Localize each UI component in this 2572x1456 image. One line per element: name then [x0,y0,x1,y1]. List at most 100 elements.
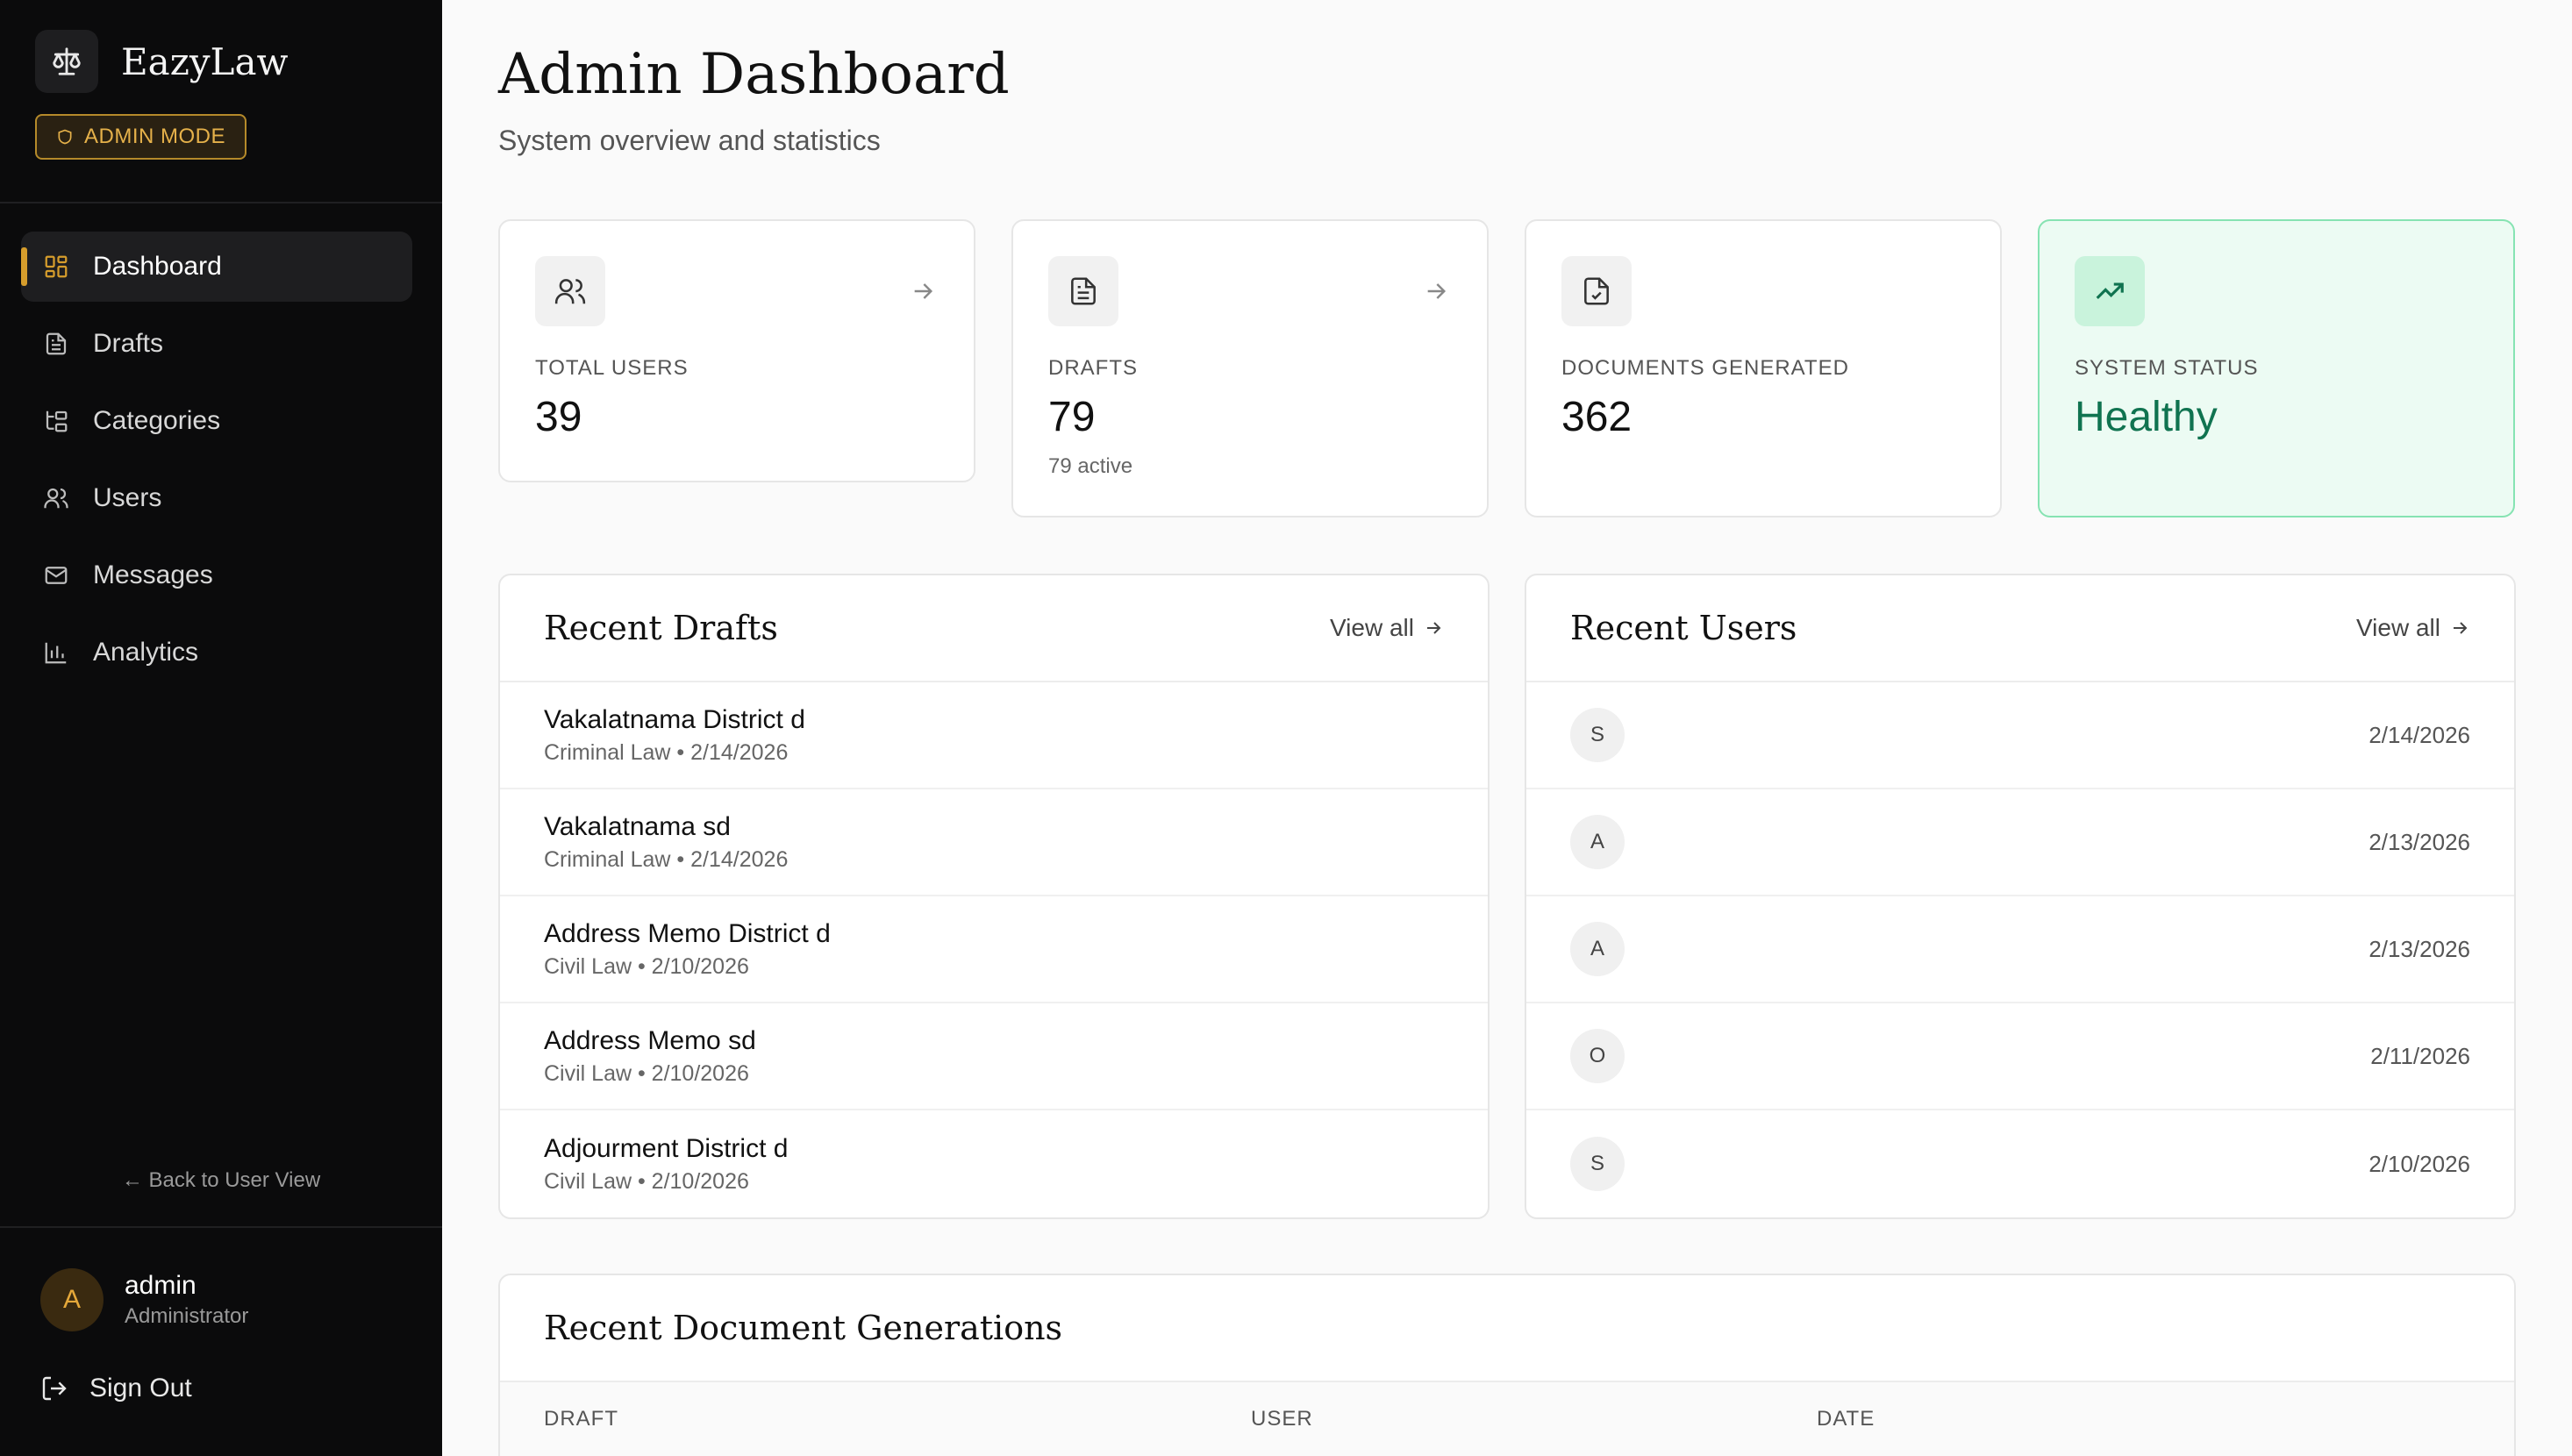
column-header-date: DATE [1817,1407,1875,1431]
user-info-redacted [1644,1053,2370,1059]
user-profile[interactable]: A admin Administrator [40,1268,248,1331]
recent-drafts-panel: Recent Drafts View all Vakalatnama Distr… [498,574,1490,1219]
stat-value: Healthy [2075,394,2218,440]
stat-subtext: 79 active [1048,454,1133,478]
user-info-redacted [1644,839,2368,845]
stat-label: SYSTEM STATUS [2075,356,2259,380]
user-date: 2/13/2026 [2368,828,2470,855]
draft-meta: Civil Law • 2/10/2026 [544,1168,749,1194]
column-header-user: USER [1251,1407,1313,1431]
draft-meta: Civil Law • 2/10/2026 [544,1060,749,1086]
logout-icon [40,1374,68,1402]
bar-chart-icon [42,639,70,667]
draft-title: Vakalatnama District d [544,704,805,734]
stat-card-documents-generated: DOCUMENTS GENERATED 362 [1525,219,2002,517]
document-icon [1048,256,1118,326]
page-subtitle: System overview and statistics [498,125,881,156]
view-all-label: View all [2356,614,2440,641]
sidebar-divider [0,202,442,203]
main-content: Admin Dashboard System overview and stat… [442,0,2572,1456]
avatar: S [1570,1137,1625,1191]
panel-title: Recent Users [1570,609,1797,647]
sidebar-item-drafts[interactable]: Drafts [21,309,412,379]
brand[interactable]: EazyLaw [35,30,288,93]
user-info-redacted [1644,946,2368,952]
list-item[interactable]: O 2/11/2026 [1526,1003,2514,1110]
stat-label: DRAFTS [1048,356,1138,380]
mail-icon [42,561,70,589]
list-item[interactable]: Vakalatnama District d Criminal Law • 2/… [500,682,1488,789]
sign-out-button[interactable]: Sign Out [40,1374,192,1403]
user-date: 2/13/2026 [2368,935,2470,962]
stat-label: DOCUMENTS GENERATED [1561,356,1849,380]
draft-title: Adjourment District d [544,1133,789,1163]
sidebar-item-label: Dashboard [93,252,222,281]
sidebar-divider [0,1226,442,1228]
users-icon [42,484,70,512]
dashboard-grid-icon [42,253,70,281]
sidebar-item-label: Analytics [93,638,199,667]
stat-card-drafts[interactable]: DRAFTS 79 79 active [1011,219,1489,517]
file-check-icon [1561,256,1632,326]
draft-meta: Criminal Law • 2/14/2026 [544,846,789,872]
stat-value: 39 [535,394,582,440]
stat-card-system-status: SYSTEM STATUS Healthy [2038,219,2515,517]
profile-name: admin [125,1271,196,1300]
recent-generations-panel: Recent Document Generations DRAFT USER D… [498,1274,2516,1456]
column-header-draft: DRAFT [544,1407,618,1431]
back-to-user-view-link[interactable]: ← Back to User View [121,1168,321,1192]
sidebar-item-categories[interactable]: Categories [21,386,412,456]
avatar: A [40,1268,104,1331]
arrow-right-icon [1427,622,1441,634]
user-date: 2/14/2026 [2368,721,2470,748]
draft-meta: Civil Law • 2/10/2026 [544,953,749,979]
sidebar-item-label: Messages [93,560,213,589]
list-item[interactable]: Vakalatnama sd Criminal Law • 2/14/2026 [500,789,1488,896]
admin-mode-badge: ADMIN MODE [35,114,246,160]
arrow-right-icon [914,283,933,299]
user-date: 2/11/2026 [2370,1042,2470,1069]
arrow-right-icon [1427,283,1447,299]
draft-meta: Criminal Law • 2/14/2026 [544,739,789,765]
sidebar-item-analytics[interactable]: Analytics [21,617,412,688]
list-item[interactable]: S 2/14/2026 [1526,682,2514,789]
sidebar-item-label: Categories [93,406,221,435]
user-date: 2/10/2026 [2368,1150,2470,1177]
list-item[interactable]: A 2/13/2026 [1526,789,2514,896]
table-header: DRAFT USER DATE [500,1382,2514,1456]
list-item[interactable]: A 2/13/2026 [1526,896,2514,1003]
avatar: O [1570,1029,1625,1083]
document-icon [42,330,70,358]
list-item[interactable]: Adjourment District d Civil Law • 2/10/2… [500,1110,1488,1217]
view-all-users-link[interactable]: View all [2356,614,2470,642]
sidebar: EazyLaw ADMIN MODE Dashboard Drafts Cate… [0,0,442,1456]
panel-title: Recent Drafts [544,609,778,647]
view-all-drafts-link[interactable]: View all [1330,614,1444,642]
user-info-redacted [1644,732,2368,738]
folder-tree-icon [42,407,70,435]
brand-name: EazyLaw [121,39,289,83]
draft-title: Address Memo District d [544,918,831,948]
recent-users-panel: Recent Users View all S 2/14/2026 A 2/13… [1525,574,2516,1219]
sign-out-label: Sign Out [89,1374,192,1402]
avatar: A [1570,922,1625,976]
profile-role: Administrator [125,1304,249,1328]
users-icon [535,256,605,326]
avatar: S [1570,708,1625,762]
list-item[interactable]: Address Memo sd Civil Law • 2/10/2026 [500,1003,1488,1110]
admin-mode-label: ADMIN MODE [84,125,225,148]
draft-title: Address Memo sd [544,1025,756,1055]
shield-icon [58,129,72,145]
avatar: A [1570,815,1625,869]
sidebar-item-dashboard[interactable]: Dashboard [21,232,412,302]
sidebar-item-label: Users [93,483,162,512]
sidebar-item-messages[interactable]: Messages [21,540,412,610]
sidebar-item-label: Drafts [93,329,164,358]
list-item[interactable]: S 2/10/2026 [1526,1110,2514,1217]
sidebar-item-users[interactable]: Users [21,463,412,533]
stat-card-total-users[interactable]: TOTAL USERS 39 [498,219,975,482]
list-item[interactable]: Address Memo District d Civil Law • 2/10… [500,896,1488,1003]
panel-title: Recent Document Generations [544,1309,1063,1347]
user-info-redacted [1644,1161,2368,1167]
sidebar-nav: Dashboard Drafts Categories Users Messag… [21,232,412,695]
